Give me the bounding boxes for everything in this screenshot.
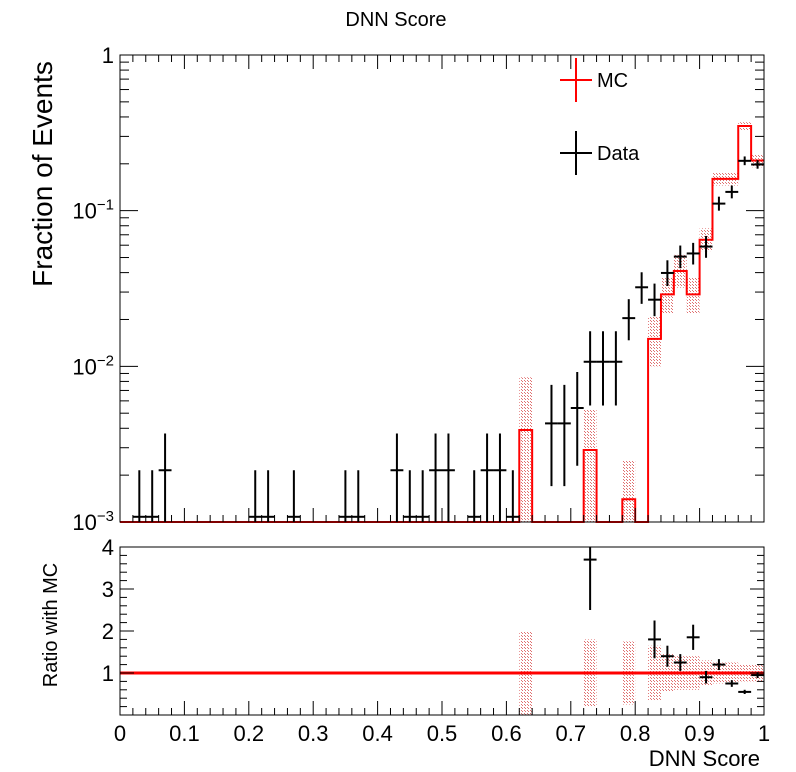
top-axes: 1 10−1 10−2 10−3 [72, 43, 765, 535]
x-tick-label: 0.6 [491, 721, 522, 746]
mc-band-bin [519, 377, 533, 522]
mc-band-bin [583, 409, 597, 522]
ratio-y-axis-label: Ratio with MC [40, 563, 62, 687]
ratio-y-tick-label: 4 [102, 535, 114, 560]
y-axis-label: Fraction of Events [27, 61, 58, 287]
legend-mc-label: MC [597, 70, 628, 92]
x-tick-label: 0.3 [298, 721, 329, 746]
mc-band-bin [622, 460, 636, 522]
top-y-tick-label: 10−1 [72, 197, 114, 224]
mc-band-bin [648, 316, 661, 367]
x-axis-label: DNN Score [649, 746, 760, 771]
x-tick-label: 0 [114, 721, 126, 746]
legend-data-label: Data [597, 143, 640, 165]
ratio-axes: 0 0.1 0.2 0.3 0.4 0.5 0.6 0.7 0.8 0.9 1 1 2 3 4 [102, 535, 770, 746]
top-y-tick-label: 10−2 [72, 352, 114, 379]
mc-histogram-line [120, 124, 764, 523]
x-tick-label: 0.4 [362, 721, 393, 746]
ratio-y-tick-label: 1 [102, 661, 114, 686]
legend: MC Data [560, 58, 640, 175]
x-tick-label: 1 [758, 721, 770, 746]
data-points [132, 156, 764, 522]
top-y-tick-exponent: −3 [97, 508, 114, 525]
top-y-tick-label: 10−3 [72, 508, 114, 535]
ratio-y-tick-label: 3 [102, 577, 114, 602]
mc-band-bin [660, 277, 674, 314]
x-tick-label: 0.2 [234, 721, 265, 746]
mc-uncertainty-band [519, 122, 764, 522]
top-y-tick-exponent: −1 [97, 197, 114, 214]
top-y-tick-exponent: −2 [97, 352, 114, 369]
x-tick-label: 0.5 [427, 721, 458, 746]
mc-band-bin [686, 277, 700, 314]
x-tick-label: 0.1 [169, 721, 200, 746]
chart-title: DNN Score [345, 9, 446, 31]
ratio-y-tick-label: 2 [102, 619, 114, 644]
top-y-tick-label: 1 [102, 43, 114, 68]
x-tick-label: 0.9 [684, 721, 715, 746]
x-tick-label: 0.7 [556, 721, 587, 746]
mc-histogram [120, 124, 764, 523]
x-tick-label: 0.8 [620, 721, 651, 746]
